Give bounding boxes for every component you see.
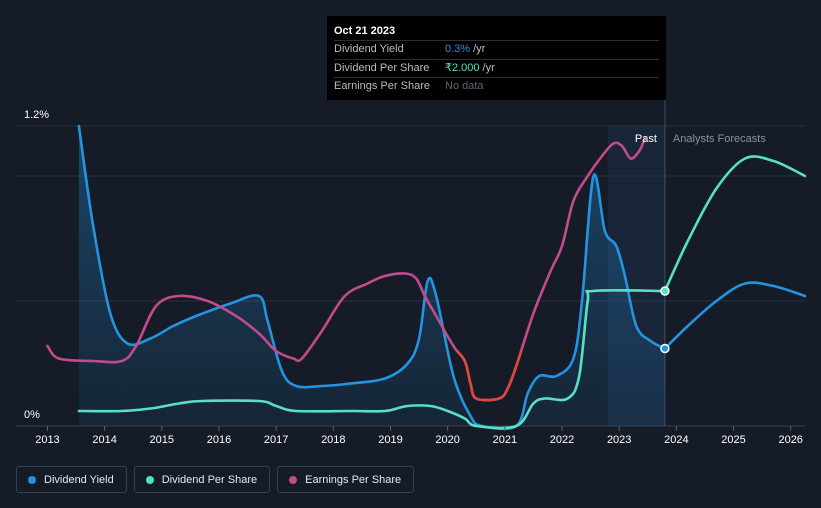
dividend-per-share-forecast-line bbox=[663, 155, 807, 293]
tooltip-label: Dividend Per Share bbox=[334, 61, 430, 74]
x-tick-label-2026: 2026 bbox=[778, 434, 802, 446]
x-tick-label-2013: 2013 bbox=[35, 434, 59, 446]
x-tick-label-2020: 2020 bbox=[435, 434, 459, 446]
earnings-per-share-line bbox=[46, 137, 647, 402]
tooltip-label: Dividend Yield bbox=[334, 43, 404, 55]
axes: 2013 2014 2015 2016 2017 2018 2019 2020 2021 2022… bbox=[35, 426, 803, 446]
legend-dot-icon bbox=[145, 475, 154, 484]
legend-label: Dividend Yield bbox=[44, 473, 114, 486]
x-tick-label-2015: 2015 bbox=[150, 434, 174, 446]
x-tick-label-2022: 2022 bbox=[550, 434, 574, 446]
legend-dot-icon bbox=[28, 475, 36, 484]
ttm-dot-1 bbox=[660, 343, 670, 354]
tooltip-unit: /yr bbox=[482, 61, 495, 74]
legend: Dividend Yield Dividend Per Share Earnin… bbox=[16, 466, 415, 493]
tooltip-unit: /yr bbox=[473, 43, 486, 55]
ttm-dots bbox=[660, 286, 670, 354]
past-label: Past bbox=[635, 133, 657, 145]
x-tick-label-2023: 2023 bbox=[607, 434, 631, 446]
x-tick-label-2025: 2025 bbox=[721, 434, 745, 446]
ttm-dot-0 bbox=[660, 286, 670, 296]
dividend-yield-forecast-line bbox=[663, 281, 807, 350]
tooltip-value: 0.3% bbox=[445, 43, 471, 55]
y-axis-max-label: 1.2% bbox=[24, 109, 49, 121]
legend-label: Earnings Per Share bbox=[305, 473, 402, 486]
dividend-yield-line bbox=[77, 124, 667, 431]
legend-label: Dividend Per Share bbox=[161, 473, 258, 486]
legend-dot-icon bbox=[289, 475, 298, 484]
forecast-label: Analysts Forecasts bbox=[673, 133, 766, 145]
x-tick-label-2014: 2014 bbox=[92, 434, 116, 446]
legend-item-earnings-per-share[interactable]: Earnings Per Share bbox=[277, 466, 415, 493]
series-lines bbox=[46, 124, 807, 431]
tooltip-value: ₹2.000 bbox=[445, 61, 480, 74]
tooltip-row-dividend-per-share: Dividend Per Share ₹2.000 /yr bbox=[334, 58, 659, 78]
tooltip: Oct 21 2023 Dividend Yield 0.3% /yr Divi… bbox=[327, 16, 666, 100]
x-tick-label-2019: 2019 bbox=[378, 434, 402, 446]
x-tick-label-2017: 2017 bbox=[264, 434, 288, 446]
legend-item-dividend-yield[interactable]: Dividend Yield bbox=[16, 466, 127, 493]
tooltip-row-earnings-per-share: Earnings Per Share No data bbox=[334, 77, 659, 96]
dividend-yield-area bbox=[78, 126, 665, 429]
x-tick-label-2016: 2016 bbox=[207, 434, 231, 446]
tooltip-label: Earnings Per Share bbox=[334, 80, 430, 92]
x-tick-label-2021: 2021 bbox=[493, 434, 517, 446]
x-tick-label-2018: 2018 bbox=[321, 434, 345, 446]
tooltip-value: No data bbox=[445, 80, 484, 92]
legend-item-dividend-per-share[interactable]: Dividend Per Share bbox=[133, 466, 271, 493]
tooltip-date: Oct 21 2023 bbox=[334, 25, 396, 37]
tooltip-row-dividend-yield: Dividend Yield 0.3% /yr bbox=[334, 40, 659, 59]
x-tick-label-2024: 2024 bbox=[664, 434, 688, 446]
y-axis-min-label: 0% bbox=[24, 409, 40, 421]
dividend-per-share-line bbox=[77, 288, 667, 430]
